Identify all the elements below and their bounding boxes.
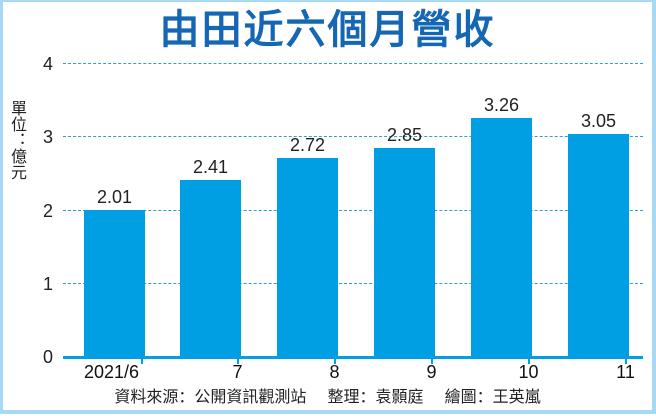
x-tick-label: 7: [193, 362, 283, 382]
y-tick-label: 0: [29, 348, 53, 366]
bar-value-label: 3.05: [559, 111, 639, 131]
gridline: [63, 63, 643, 64]
bar: [84, 210, 145, 357]
y-tick-label: 1: [29, 275, 53, 293]
bar: [180, 180, 241, 357]
y-tick-label: 3: [29, 128, 53, 146]
bar: [568, 134, 629, 357]
x-tick-label: 8: [290, 362, 380, 382]
gridline: [63, 210, 643, 211]
y-tick-label: 2: [29, 202, 53, 220]
bar-value-label: 3.26: [462, 95, 542, 115]
gridline: [63, 283, 643, 284]
x-tick-label: 10: [484, 362, 574, 382]
chart-footer-credits: 資料來源：公開資訊觀測站 整理：袁顥庭 繪圖：王英嵐: [3, 386, 652, 408]
bar-value-label: 2.41: [171, 157, 251, 177]
x-tick-label: 9: [387, 362, 477, 382]
bar-value-label: 2.01: [75, 187, 155, 207]
bar-value-label: 2.85: [365, 125, 445, 145]
bar: [471, 118, 532, 357]
bar: [374, 148, 435, 357]
x-tick-label: 11: [581, 362, 656, 382]
bar-value-label: 2.72: [268, 135, 348, 155]
x-axis-line: [63, 356, 643, 359]
bar: [277, 158, 338, 357]
plot-area: 0 1 2 3 4 2.01 2021/6 2.41 7 2.72 8 2.85 9 3.26 10 3.05…: [3, 2, 656, 416]
y-tick-label: 4: [29, 55, 53, 73]
x-tick-label: 2021/6: [67, 362, 157, 382]
gridline: [63, 136, 643, 137]
